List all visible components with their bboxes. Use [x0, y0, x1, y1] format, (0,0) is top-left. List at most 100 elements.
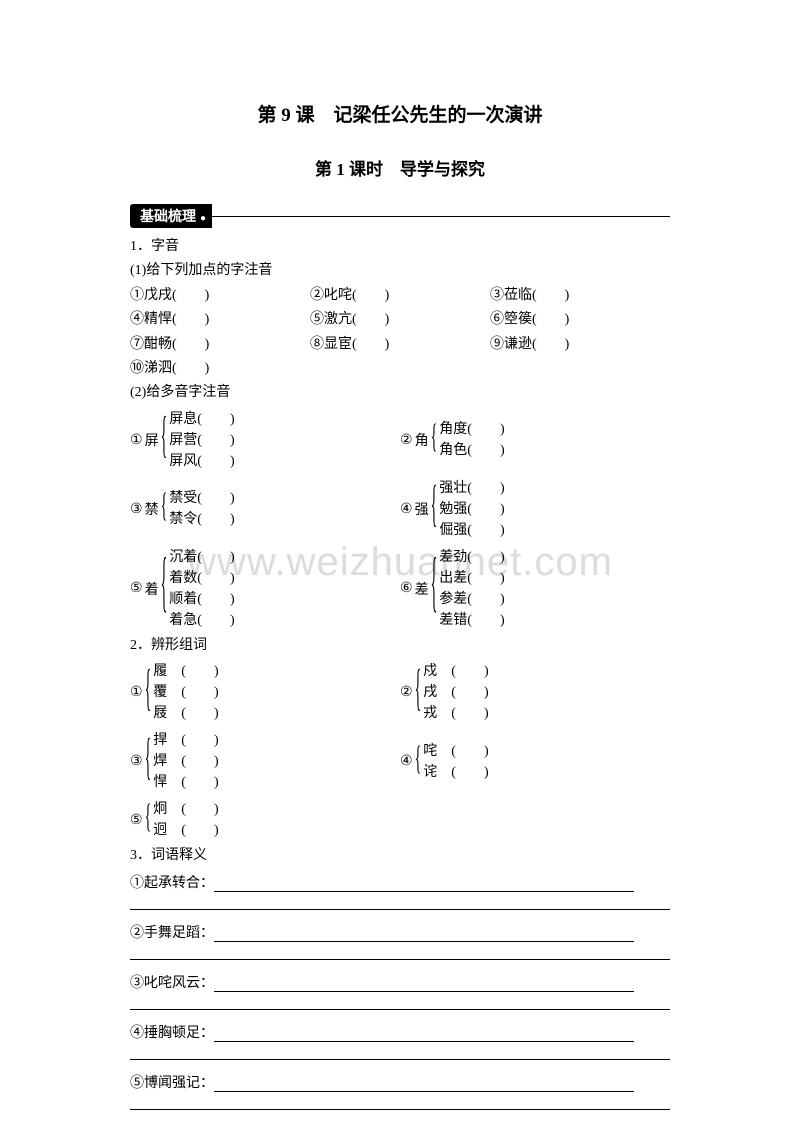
brace-item: 顺着( ) — [169, 589, 234, 610]
q1-cell: ⑤激亢( ) — [310, 309, 490, 331]
brace-item: 咤 ( ) — [423, 741, 488, 762]
brace-group: ① { 履 ( ) 覆 ( ) 屐 ( ) — [130, 661, 219, 724]
left-brace-icon: { — [161, 415, 168, 465]
brace-items: 强壮( ) 勉强( ) 倔强( ) — [439, 478, 504, 541]
def-label: ①起承转合： — [130, 872, 214, 892]
brace-item: 戎 ( ) — [423, 703, 488, 724]
group-num: ② — [400, 432, 413, 449]
brace-item: 诧 ( ) — [423, 762, 488, 783]
brace-group: ③ { 捍 ( ) 焊 ( ) 悍 ( ) — [130, 730, 219, 793]
q2-row: ⑤ { 炯 ( ) 迥 ( ) — [130, 797, 670, 843]
definition-row: ③叱咤风云： — [130, 972, 670, 1010]
brace-group: ⑤ { 炯 ( ) 迥 ( ) — [130, 799, 219, 841]
group-num: ⑥ — [400, 580, 413, 597]
left-brace-icon: { — [415, 745, 422, 779]
section-divider — [212, 216, 670, 217]
brace-items: 捍 ( ) 焊 ( ) 悍 ( ) — [153, 730, 218, 793]
brace-item: 倔强( ) — [439, 520, 504, 541]
brace-items: 屏息( ) 屏营( ) 屏风( ) — [169, 409, 234, 472]
group-head: 着 — [145, 579, 159, 599]
brace-items: 禁受( ) 禁令( ) — [169, 488, 234, 530]
poly-row: ③ 禁 { 禁受( ) 禁令( ) ④ 强 { 强壮( ) 勉强( ) 倔强( … — [130, 476, 670, 543]
brace-item: 迥 ( ) — [153, 820, 218, 841]
brace-items: 炯 ( ) 迥 ( ) — [153, 799, 218, 841]
q1-heading: 1．字音 — [130, 236, 670, 258]
poly-row: ① 屏 { 屏息( ) 屏营( ) 屏风( ) ② 角 { 角度( ) 角色( … — [130, 407, 670, 474]
group-num: ⑤ — [130, 580, 143, 597]
group-num: ③ — [130, 753, 143, 770]
q1-cell: ⑦酣畅( ) — [130, 334, 310, 356]
brace-item: 屏营( ) — [169, 430, 234, 451]
q2-row: ③ { 捍 ( ) 焊 ( ) 悍 ( ) ④ { 咤 ( ) 诧 ( ) — [130, 728, 670, 795]
brace-item: 屐 ( ) — [153, 703, 218, 724]
group-num: ③ — [130, 501, 143, 518]
brace-group: ⑤ 着 { 沉着( ) 着数( ) 顺着( ) 着急( ) — [130, 547, 235, 631]
brace-item: 着数( ) — [169, 568, 234, 589]
brace-item: 差错( ) — [439, 610, 504, 631]
brace-item: 沉着( ) — [169, 547, 234, 568]
brace-item: 悍 ( ) — [153, 772, 218, 793]
q1-cell: ②叱咤( ) — [310, 285, 490, 307]
definition-row: ④捶胸顿足： — [130, 1022, 670, 1060]
definition-row: ⑤博闻强记： — [130, 1072, 670, 1110]
brace-item: 炯 ( ) — [153, 799, 218, 820]
brace-group: ② 角 { 角度( ) 角色( ) — [400, 419, 505, 461]
brace-items: 沉着( ) 着数( ) 顺着( ) 着急( ) — [169, 547, 234, 631]
brace-items: 角度( ) 角色( ) — [439, 419, 504, 461]
left-brace-icon: { — [145, 736, 152, 786]
section-badge: 基础梳理 — [130, 204, 212, 228]
group-head: 差 — [415, 579, 429, 599]
q1-sub2: (2)给多音字注音 — [130, 382, 670, 404]
q3-heading: 3．词语释义 — [130, 845, 670, 867]
brace-item: 焊 ( ) — [153, 751, 218, 772]
brace-item: 角色( ) — [439, 440, 504, 461]
def-label: ②手舞足蹈： — [130, 922, 214, 942]
group-num: ④ — [400, 753, 413, 770]
q1-cell: ①戊戌( ) — [130, 285, 310, 307]
q1-row: ⑦酣畅( ) ⑧显宦( ) ⑨谦逊( ) — [130, 334, 670, 356]
brace-item: 禁受( ) — [169, 488, 234, 509]
q2-heading: 2．辨形组词 — [130, 635, 670, 657]
brace-group: ④ { 咤 ( ) 诧 ( ) — [400, 741, 489, 783]
left-brace-icon: { — [431, 555, 438, 622]
brace-item: 勉强( ) — [439, 499, 504, 520]
q1-cell: ④精悍( ) — [130, 309, 310, 331]
q1-cell: ⑧显宦( ) — [310, 334, 490, 356]
brace-items: 差劲( ) 出差( ) 参差( ) 差错( ) — [439, 547, 504, 631]
brace-item: 差劲( ) — [439, 547, 504, 568]
brace-item: 覆 ( ) — [153, 682, 218, 703]
def-underline — [214, 928, 634, 942]
brace-item: 履 ( ) — [153, 661, 218, 682]
left-brace-icon: { — [145, 667, 152, 717]
group-num: ① — [130, 684, 143, 701]
left-brace-icon: { — [431, 484, 438, 534]
definition-row: ①起承转合： — [130, 872, 670, 910]
q1-cell — [490, 358, 670, 380]
definition-row: ②手舞足蹈： — [130, 922, 670, 960]
brace-item: 戌 ( ) — [423, 682, 488, 703]
brace-item: 着急( ) — [169, 610, 234, 631]
brace-group: ① 屏 { 屏息( ) 屏营( ) 屏风( ) — [130, 409, 235, 472]
def-underline — [130, 1096, 670, 1110]
def-underline — [130, 1046, 670, 1060]
def-underline — [130, 896, 670, 910]
def-underline — [214, 1078, 634, 1092]
def-underline — [214, 878, 634, 892]
brace-item: 参差( ) — [439, 589, 504, 610]
section-header: 基础梳理 — [130, 204, 670, 228]
brace-group: ② { 戍 ( ) 戌 ( ) 戎 ( ) — [400, 661, 489, 724]
group-num: ① — [130, 432, 143, 449]
q1-cell: ⑥箜篌( ) — [490, 309, 670, 331]
brace-item: 出差( ) — [439, 568, 504, 589]
brace-item: 捍 ( ) — [153, 730, 218, 751]
group-num: ② — [400, 684, 413, 701]
group-num: ④ — [400, 501, 413, 518]
left-brace-icon: { — [145, 803, 152, 837]
brace-item: 禁令( ) — [169, 509, 234, 530]
brace-group: ③ 禁 { 禁受( ) 禁令( ) — [130, 488, 235, 530]
brace-item: 角度( ) — [439, 419, 504, 440]
def-underline — [130, 996, 670, 1010]
left-brace-icon: { — [431, 423, 438, 457]
brace-items: 履 ( ) 覆 ( ) 屐 ( ) — [153, 661, 218, 724]
period-title: 第 1 课时 导学与探究 — [130, 155, 670, 180]
